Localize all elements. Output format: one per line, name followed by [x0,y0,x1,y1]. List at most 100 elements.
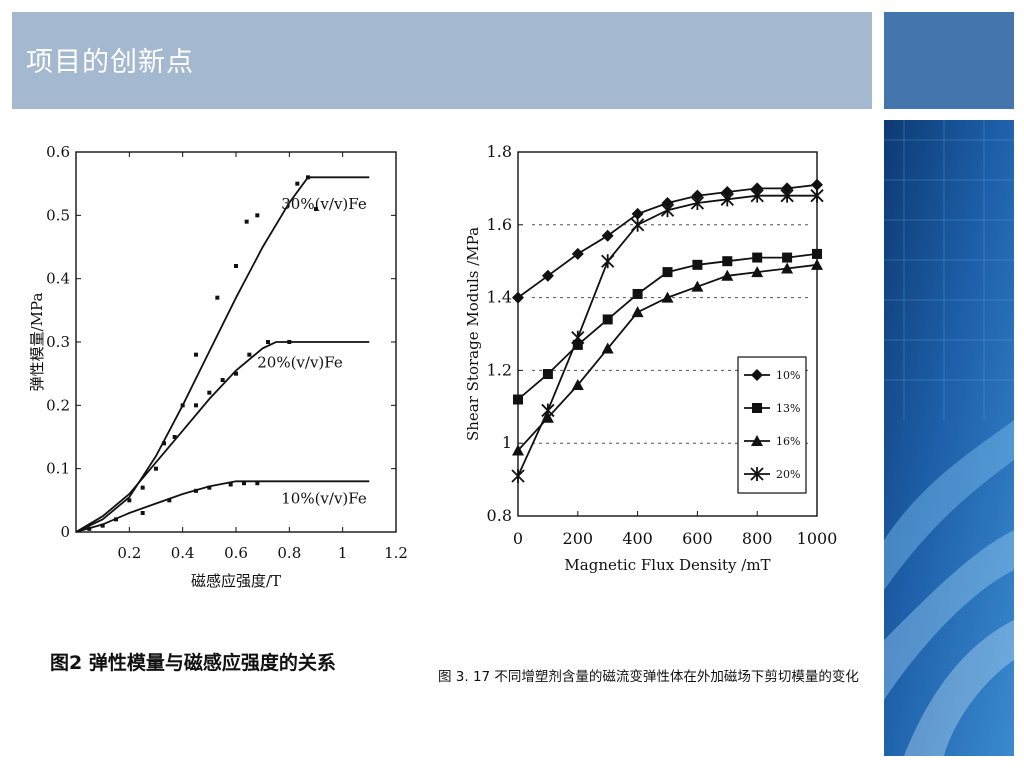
data-point [234,264,238,268]
data-point-square [513,394,523,405]
x-tick-label: 1.2 [384,544,408,562]
slide-title: 项目的创新点 [26,47,194,78]
data-point-diamond [512,291,524,304]
data-point-asterisk [601,254,615,269]
data-point-asterisk [511,468,525,483]
data-point [207,485,212,490]
elastic-modulus-chart: 0.2 0.4 0.6 0.8 1 1.2 0 0.1 0.2 0.3 0.4 0.5 0.6 磁感应强度… [28,140,420,610]
data-point [215,295,220,300]
data-point-square [812,248,822,259]
data-point-square [542,369,553,380]
decorative-side-panel [884,120,1014,756]
y-tick-label: 0.1 [46,460,70,478]
data-point-triangle [631,306,644,318]
title-bar: 项目的创新点 [12,12,872,109]
legend-label: 16% [776,435,800,448]
data-point [220,378,225,382]
y-tick-label: 0 [60,523,70,541]
data-point-asterisk [720,192,734,207]
x-tick-label: 200 [563,529,594,548]
data-point-triangle [512,444,524,456]
x-axis-label: 磁感应强度/T [191,572,281,590]
data-point-asterisk [541,403,555,418]
data-point-diamond [541,269,554,282]
legend-box [737,356,807,494]
data-point [255,481,260,486]
x-tick-label: 600 [682,529,713,548]
y-tick-label: 0.6 [46,143,70,161]
data-point [194,403,198,408]
y-axis-label: Shear Storage Moduls /MPa [464,227,482,441]
data-point [172,435,177,439]
x-tick-label: 400 [622,529,653,548]
data-point-triangle [691,280,704,292]
data-point-square [752,252,763,263]
data-point-square [662,267,673,278]
data-point-asterisk [750,188,764,203]
data-point [314,207,318,211]
x-tick-label: 0.2 [117,544,141,562]
x-axis-label: Magnetic Flux Density /mT [564,556,770,574]
data-point-square [722,256,733,267]
x-tick-label: 0.8 [277,544,301,562]
data-point-diamond [601,229,614,242]
legend-label: 10% [776,369,800,382]
legend-marker [751,435,763,446]
data-point [180,403,185,408]
data-point [162,441,166,446]
decorative-swirl-graphic [884,120,1014,756]
data-point-triangle [751,266,764,278]
data-point [228,482,233,487]
y-tick-label: 0.5 [46,206,70,224]
data-point-square [692,259,703,270]
data-point-triangle [781,262,794,274]
data-point-triangle [601,342,614,354]
data-point-asterisk [810,188,824,203]
data-point-diamond [751,182,764,195]
series-fit-line [75,176,370,533]
shear-modulus-chart: 0 200 400 600 800 1000 0.8 1 1.2 1.4 1.6 1.8 Magneti… [460,135,840,605]
x-tick-label: 1000 [797,529,838,548]
y-tick-label: 1.6 [487,215,512,234]
legend-marker [750,467,764,481]
legend-label: 13% [776,402,800,415]
data-point [100,523,105,528]
data-point-square [602,314,613,325]
data-point-asterisk [780,188,794,203]
data-point [287,340,292,344]
x-tick-label: 1 [338,544,348,562]
data-point [87,526,92,531]
data-point [127,498,132,503]
corner-accent-block [884,12,1014,109]
data-point [242,481,246,486]
data-point [154,466,158,471]
y-tick-label: 1.2 [487,360,512,379]
data-point-diamond [721,186,734,199]
data-point-triangle [661,291,674,303]
data-point [234,371,238,376]
series-label: 20%(v/v)Fe [257,353,343,371]
legend-label: 20% [776,468,800,481]
data-point [167,498,172,503]
y-tick-label: 1.4 [487,288,512,307]
data-point [306,175,310,180]
data-point-asterisk [630,217,645,232]
data-point-square [632,288,643,299]
y-tick-label: 0.4 [46,270,70,288]
y-tick-label: 1.8 [487,142,512,161]
figure-caption-right: 图 3. 17 不同增塑剂含量的磁流变弹性体在外加磁场下剪切模量的变化 [438,669,859,685]
data-point-triangle [811,258,823,270]
data-point-square [782,252,793,263]
data-point [114,517,118,522]
series-label: 10%(v/v)Fe [281,490,367,508]
y-axis-label: 弹性模量/MPa [30,293,46,392]
data-point [255,213,260,218]
data-point-diamond [691,189,704,202]
data-point-triangle [571,378,584,390]
data-point [244,219,249,224]
y-tick-label: 1 [502,433,512,452]
y-tick-label: 0.8 [487,506,512,525]
series-label: 30%(v/v)Fe [281,195,367,213]
plot-frame [517,151,818,517]
x-tick-label: 0 [513,529,523,548]
